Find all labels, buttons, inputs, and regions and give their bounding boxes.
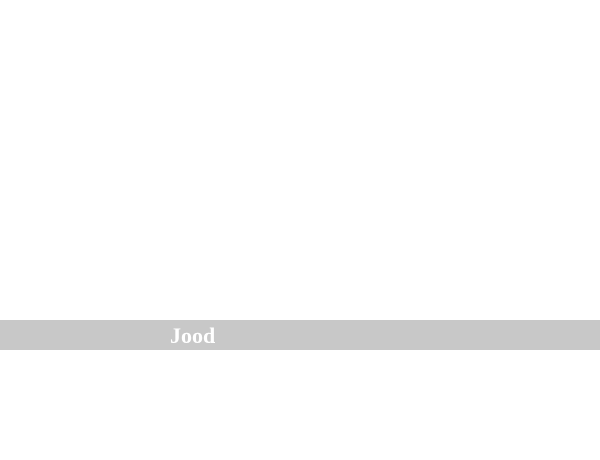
title-band: Jood [0,320,600,350]
band-label: Jood [170,323,216,348]
